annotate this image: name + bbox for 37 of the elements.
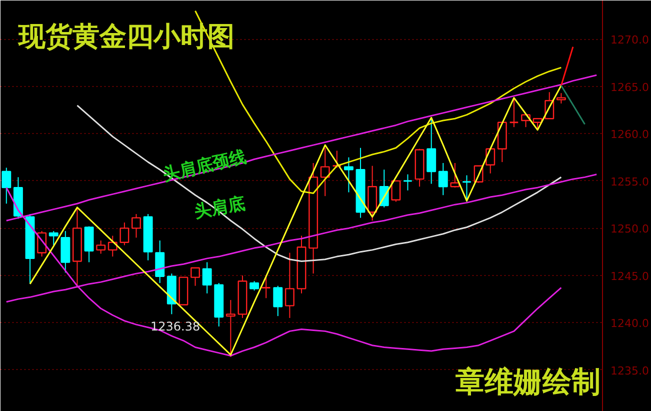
candlestick	[556, 92, 566, 104]
candlestick	[48, 230, 58, 246]
text: 现货黄金四小时图	[18, 22, 234, 52]
candlestick	[284, 252, 294, 318]
candlestick	[132, 214, 141, 238]
candlestick	[426, 117, 436, 184]
annotation: 1236.38	[150, 320, 200, 334]
candlestick	[391, 180, 401, 202]
y-tick-label: 1240.0	[610, 317, 649, 330]
candlestick	[226, 300, 236, 358]
candlestick	[155, 240, 165, 284]
y-tick-label: 1235.0	[610, 364, 649, 378]
line-series	[76, 104, 562, 262]
y-tick-label: 1265.0	[610, 80, 649, 94]
annotation: 章维姗绘制	[454, 364, 600, 398]
candlestick	[84, 226, 94, 263]
annotation: 头肩底颈线	[161, 146, 248, 186]
candlestick	[509, 97, 519, 128]
candlestick	[120, 222, 130, 246]
candlestick	[344, 156, 354, 193]
candlestick	[2, 167, 12, 204]
candlestick	[250, 280, 260, 292]
y-tick-label: 1250.0	[610, 222, 649, 236]
candlestick	[190, 267, 200, 286]
candlestick	[261, 276, 271, 299]
y-tick-label: 1260.0	[610, 128, 649, 142]
candlestick	[273, 285, 283, 317]
y-tick-label: 1245.0	[610, 270, 649, 283]
candlestick	[438, 162, 448, 196]
candlestick	[402, 174, 413, 191]
candlestick	[320, 147, 330, 197]
candlestick	[96, 240, 106, 254]
y-tick-label: 1270.0	[610, 34, 649, 47]
line-series	[29, 84, 562, 356]
candlestick	[202, 262, 212, 294]
annotation: 头肩底	[193, 194, 247, 222]
y-tick-label: 1255.0	[610, 175, 649, 188]
